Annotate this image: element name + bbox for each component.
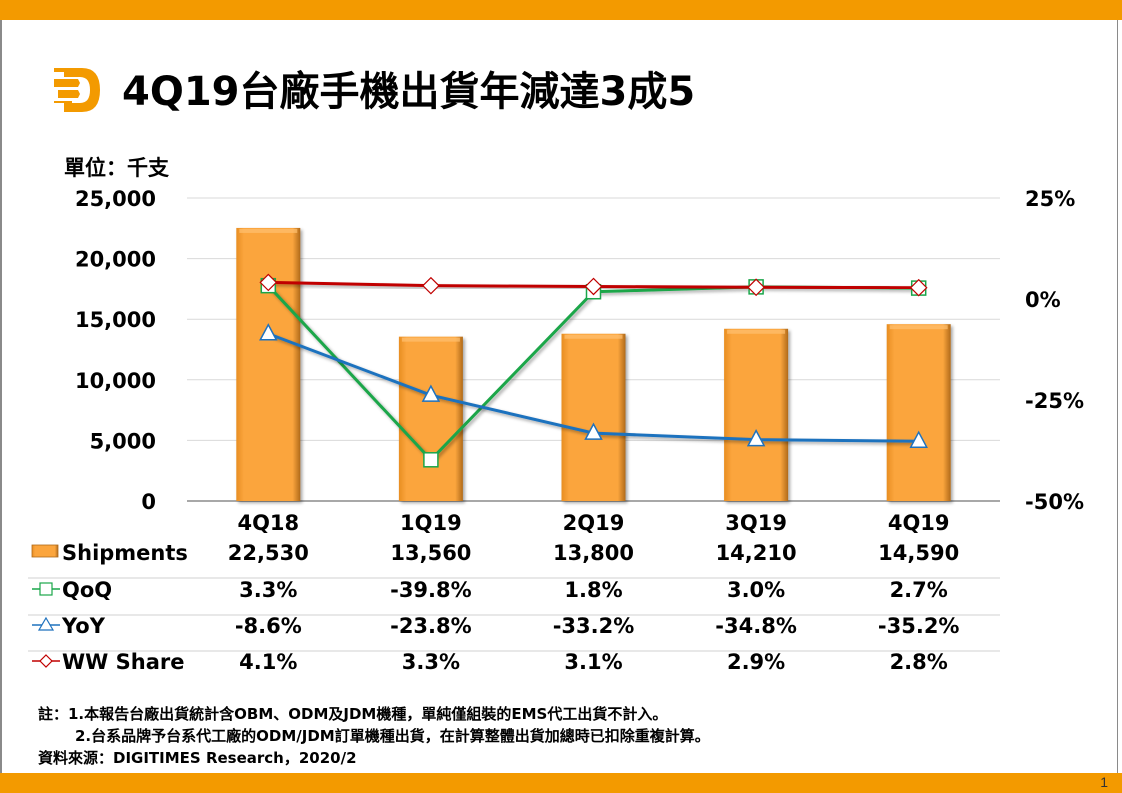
table-cell-value: -39.8%: [390, 578, 472, 602]
yoy-marker: [259, 323, 278, 341]
legend-series-name: WW Share: [62, 650, 184, 674]
table-cell-value: -23.8%: [390, 614, 472, 638]
y-tick-label: 25,000: [75, 187, 156, 211]
table-cell-value: 14,590: [878, 541, 959, 565]
shipments-combo-chart: 25,000 20,000 15,000 10,000 5,000 0 25% 0% -25% -…: [28, 187, 1084, 674]
yoy-marker: [584, 422, 603, 440]
page-number: 1: [1100, 774, 1108, 790]
footnote-2: 2.台系品牌予台系代工廠的ODM/JDM訂單機種出貨，在計算整體出貨加總時已扣除…: [75, 727, 710, 745]
y2-tick-label: -50%: [1025, 490, 1084, 514]
legend-triangle-icon: [37, 616, 55, 631]
bar-layer: [236, 227, 951, 501]
slide-frame-left: [0, 20, 2, 773]
legend-series-name: QoQ: [62, 578, 112, 602]
table-cell-value: 2.8%: [890, 650, 948, 674]
slide-frame-right: [1117, 20, 1118, 773]
x-tick-label: 4Q18: [237, 511, 299, 535]
legend-series-name: Shipments: [62, 541, 188, 565]
y-tick-label: 0: [141, 490, 156, 514]
table-cell-value: -33.2%: [553, 614, 635, 638]
shipments-bar: [398, 336, 463, 501]
ww-share-marker: [422, 276, 440, 295]
table-row-yoy: YoY -8.6% -23.8% -33.2% -34.8% -35.2%: [32, 614, 959, 638]
qoq-marker: [423, 452, 439, 468]
y-tick-label: 20,000: [75, 248, 156, 272]
shipments-bar: [724, 328, 789, 501]
table-cell-value: 3.3%: [239, 578, 297, 602]
axis-layer: 25,000 20,000 15,000 10,000 5,000 0 25% 0% -25% -…: [75, 187, 1084, 535]
bar-highlight: [401, 337, 460, 342]
yoy-marker: [746, 428, 766, 447]
ww-share-marker: [259, 273, 278, 292]
bar-highlight: [239, 228, 298, 233]
ww-share-marker: [584, 277, 603, 296]
source-note: 資料來源：DIGITIMES Research，2020/2: [38, 749, 357, 767]
table-cell-value: 2.9%: [727, 650, 785, 674]
yoy-marker: [909, 430, 928, 448]
x-tick-label: 3Q19: [725, 511, 787, 535]
legend-bar-icon: [31, 544, 59, 558]
bar-highlight: [889, 325, 948, 330]
table-cell-value: -8.6%: [235, 614, 302, 638]
ww-share-marker: [747, 278, 765, 297]
y-tick-label: 15,000: [75, 308, 156, 332]
y2-tick-label: 25%: [1025, 187, 1075, 211]
shipments-bar: [236, 227, 301, 501]
table-cell-value: 3.1%: [564, 650, 622, 674]
table-row-ww-share: WW Share 4.1% 3.3% 3.1% 2.9% 2.8%: [32, 650, 948, 674]
y2-tick-label: -25%: [1025, 389, 1084, 413]
table-cell-value: 13,800: [553, 541, 634, 565]
y-tick-label: 5,000: [90, 429, 156, 453]
table-cell-value: 13,560: [390, 541, 471, 565]
bar-highlight: [564, 334, 623, 339]
table-cell-value: 3.3%: [402, 650, 460, 674]
table-cell-value: 4.1%: [239, 650, 297, 674]
slide-title: 4Q19台廠手機出貨年減達3成5: [122, 69, 696, 115]
table-cell-value: -34.8%: [715, 614, 797, 638]
legend-diamond-icon: [39, 654, 53, 668]
x-tick-label: 1Q19: [400, 511, 462, 535]
bottom-accent-bar: [0, 773, 1122, 793]
x-tick-label: 4Q19: [888, 511, 950, 535]
table-row-shipments: Shipments 22,530 13,560 13,800 14,210 14,590: [31, 541, 959, 565]
ww-share-marker: [909, 278, 928, 297]
y-tick-label: 10,000: [75, 369, 156, 393]
bar-highlight: [727, 329, 786, 334]
table-cell-value: 14,210: [716, 541, 797, 565]
footnote-1: 註：1.本報告台廠出貨統計含OBM、ODM及JDM機種，單純僅組裝的EMS代工出…: [38, 705, 668, 723]
table-row-qoq: QoQ 3.3% -39.8% 1.8% 3.0% 2.7%: [32, 578, 948, 602]
shipments-bar: [561, 333, 626, 501]
legend-square-icon: [39, 582, 53, 596]
x-tick-label: 2Q19: [563, 511, 625, 535]
y2-tick-label: 0%: [1025, 288, 1061, 312]
table-cell-value: -35.2%: [878, 614, 960, 638]
top-accent-bar: [0, 0, 1122, 20]
table-cell-value: 2.7%: [890, 578, 948, 602]
unit-label: 單位：千支: [64, 156, 169, 180]
table-cell-value: 1.8%: [564, 578, 622, 602]
table-cell-value: 22,530: [228, 541, 309, 565]
table-cell-value: 3.0%: [727, 578, 785, 602]
shipments-bar: [886, 324, 951, 501]
yoy-marker: [421, 384, 441, 402]
data-table: Shipments 22,530 13,560 13,800 14,210 14,590 Q…: [28, 541, 1000, 674]
legend-series-name: YoY: [61, 614, 106, 638]
digitimes-logo-icon: [54, 68, 100, 112]
marker-layer: [259, 273, 928, 468]
